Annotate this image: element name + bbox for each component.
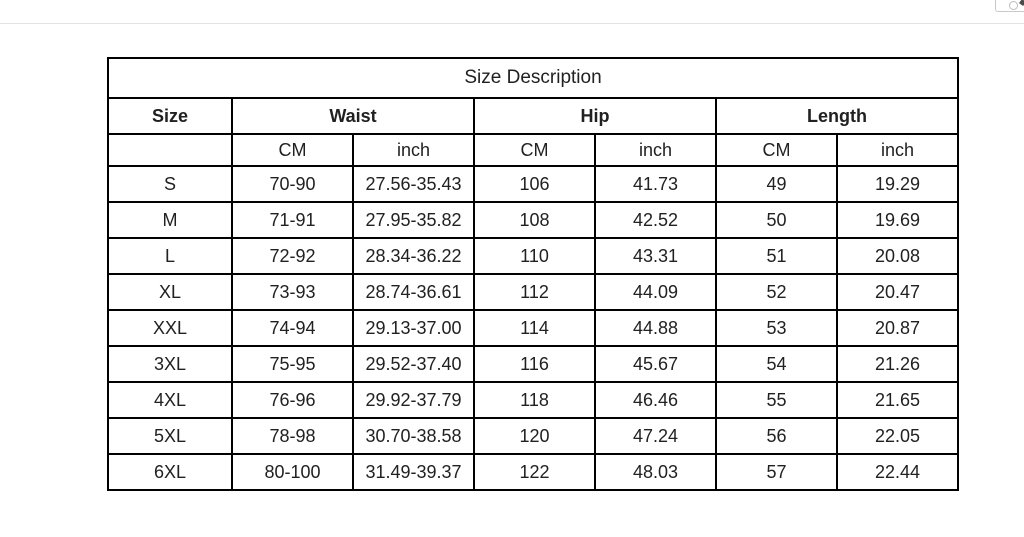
magnifier-handle-icon	[1019, 0, 1024, 6]
units-hip-cm: CM	[473, 133, 596, 167]
table-row: M 71-91 27.95-35.82 108 42.52 50 19.69	[107, 201, 960, 239]
cell-waist-inch: 30.70-38.58	[352, 417, 475, 455]
table-row: 3XL 75-95 29.52-37.40 116 45.67 54 21.26	[107, 345, 960, 383]
cell-size: L	[107, 237, 233, 275]
cell-hip-inch: 43.31	[594, 237, 717, 275]
table-header-row: Size Waist Hip Length	[107, 97, 960, 135]
header-waist: Waist	[231, 97, 475, 135]
cell-size: 6XL	[107, 453, 233, 491]
header-size: Size	[107, 97, 233, 135]
cell-waist-cm: 71-91	[231, 201, 354, 239]
cell-waist-inch: 29.13-37.00	[352, 309, 475, 347]
cell-waist-inch: 28.34-36.22	[352, 237, 475, 275]
units-waist-cm: CM	[231, 133, 354, 167]
size-chart-container: Size Description Size Waist Hip Length C…	[106, 57, 960, 491]
cell-size: 5XL	[107, 417, 233, 455]
cell-length-cm: 57	[715, 453, 838, 491]
cell-waist-inch: 27.56-35.43	[352, 165, 475, 203]
cell-length-inch: 19.29	[835, 165, 960, 203]
cell-length-inch: 21.26	[835, 345, 960, 383]
cell-waist-inch: 31.49-39.37	[352, 453, 475, 491]
cell-waist-inch: 28.74-36.61	[352, 273, 475, 311]
cell-length-cm: 52	[715, 273, 838, 311]
cell-waist-cm: 74-94	[231, 309, 354, 347]
units-size-empty	[107, 133, 233, 167]
cell-size: 4XL	[107, 381, 233, 419]
cell-waist-inch: 29.52-37.40	[352, 345, 475, 383]
cell-waist-cm: 72-92	[231, 237, 354, 275]
units-length-inch: inch	[835, 133, 960, 167]
table-units-row: CM inch CM inch CM inch	[107, 133, 960, 167]
units-waist-inch: inch	[352, 133, 475, 167]
cell-hip-inch: 47.24	[594, 417, 717, 455]
cell-waist-cm: 70-90	[231, 165, 354, 203]
cell-hip-cm: 106	[473, 165, 596, 203]
cell-hip-cm: 122	[473, 453, 596, 491]
cell-waist-inch: 29.92-37.79	[352, 381, 475, 419]
cell-length-cm: 53	[715, 309, 838, 347]
size-chart-table: Size Description Size Waist Hip Length C…	[106, 57, 960, 491]
cell-hip-inch: 41.73	[594, 165, 717, 203]
table-row: 6XL 80-100 31.49-39.37 122 48.03 57 22.4…	[107, 453, 960, 491]
cell-length-inch: 22.44	[835, 453, 960, 491]
table-title: Size Description	[106, 57, 960, 99]
units-hip-inch: inch	[594, 133, 717, 167]
cell-waist-cm: 78-98	[231, 417, 354, 455]
table-row: S 70-90 27.56-35.43 106 41.73 49 19.29	[107, 165, 960, 203]
table-row: L 72-92 28.34-36.22 110 43.31 51 20.08	[107, 237, 960, 275]
table-title-row: Size Description	[106, 57, 960, 99]
cell-waist-inch: 27.95-35.82	[352, 201, 475, 239]
cell-length-cm: 54	[715, 345, 838, 383]
table-row: 4XL 76-96 29.92-37.79 118 46.46 55 21.65	[107, 381, 960, 419]
cell-length-cm: 51	[715, 237, 838, 275]
cell-hip-inch: 44.09	[594, 273, 717, 311]
cell-hip-cm: 116	[473, 345, 596, 383]
cell-hip-inch: 46.46	[594, 381, 717, 419]
cell-waist-cm: 76-96	[231, 381, 354, 419]
cell-length-inch: 20.87	[835, 309, 960, 347]
cell-hip-cm: 120	[473, 417, 596, 455]
cell-size: XL	[107, 273, 233, 311]
cell-hip-cm: 112	[473, 273, 596, 311]
cell-length-cm: 50	[715, 201, 838, 239]
cell-waist-cm: 80-100	[231, 453, 354, 491]
cell-hip-inch: 48.03	[594, 453, 717, 491]
cell-length-cm: 56	[715, 417, 838, 455]
cell-waist-cm: 75-95	[231, 345, 354, 383]
header-hip: Hip	[473, 97, 717, 135]
cell-hip-inch: 42.52	[594, 201, 717, 239]
cell-length-cm: 49	[715, 165, 838, 203]
cell-size: M	[107, 201, 233, 239]
cell-length-cm: 55	[715, 381, 838, 419]
cell-hip-cm: 110	[473, 237, 596, 275]
cell-size: 3XL	[107, 345, 233, 383]
cell-size: S	[107, 165, 233, 203]
cell-length-inch: 22.05	[835, 417, 960, 455]
cell-length-inch: 20.08	[835, 237, 960, 275]
cell-length-inch: 21.65	[835, 381, 960, 419]
magnifier-icon	[1009, 1, 1018, 10]
cell-size: XXL	[107, 309, 233, 347]
corner-toolbar-button[interactable]	[995, 0, 1024, 12]
table-row: XXL 74-94 29.13-37.00 114 44.88 53 20.87	[107, 309, 960, 347]
units-length-cm: CM	[715, 133, 838, 167]
cell-length-inch: 19.69	[835, 201, 960, 239]
cell-hip-cm: 114	[473, 309, 596, 347]
table-row: 5XL 78-98 30.70-38.58 120 47.24 56 22.05	[107, 417, 960, 455]
cell-length-inch: 20.47	[835, 273, 960, 311]
cell-hip-cm: 108	[473, 201, 596, 239]
cell-hip-inch: 45.67	[594, 345, 717, 383]
page-top-divider	[0, 23, 1024, 24]
cell-waist-cm: 73-93	[231, 273, 354, 311]
cell-hip-cm: 118	[473, 381, 596, 419]
header-length: Length	[714, 97, 960, 135]
table-row: XL 73-93 28.74-36.61 112 44.09 52 20.47	[107, 273, 960, 311]
cell-hip-inch: 44.88	[594, 309, 717, 347]
